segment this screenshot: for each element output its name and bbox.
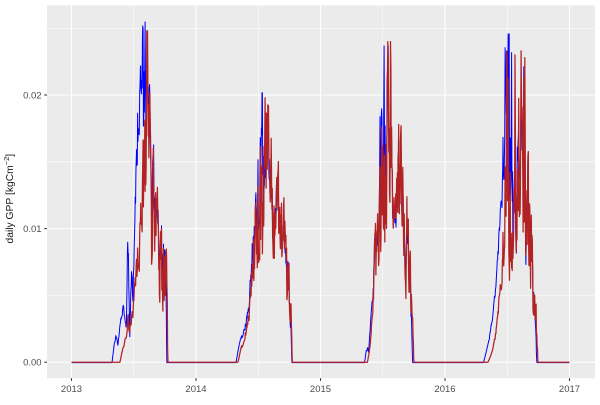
svg-text:0.01: 0.01 [23, 224, 42, 235]
svg-text:2015: 2015 [310, 384, 331, 395]
svg-text:2013: 2013 [61, 384, 82, 395]
svg-text:0.02: 0.02 [23, 90, 42, 101]
svg-text:2016: 2016 [434, 384, 455, 395]
svg-text:daily GPP [kgCm−2]: daily GPP [kgCm−2] [2, 154, 17, 244]
svg-text:2014: 2014 [185, 384, 206, 395]
svg-text:2017: 2017 [559, 384, 580, 395]
svg-text:0.00: 0.00 [23, 358, 42, 369]
